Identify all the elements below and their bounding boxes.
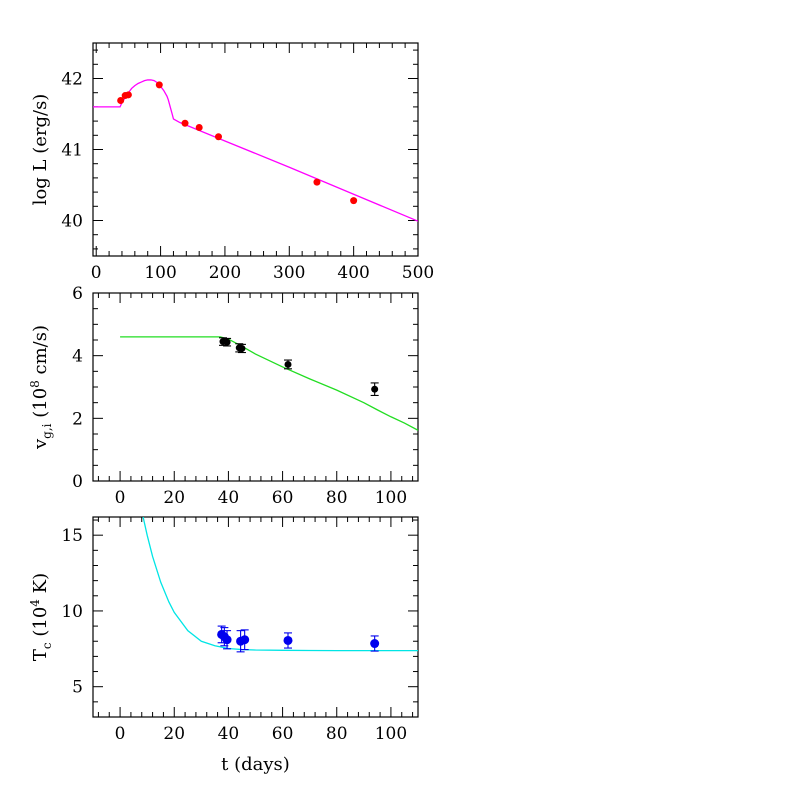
plot-frame [92, 516, 419, 718]
x-tick-label: 40 [218, 488, 240, 508]
y-axis-label-subscript: g,i [40, 423, 54, 438]
x-tick-label: 100 [375, 724, 407, 744]
y-tick-label: 5 [72, 678, 83, 698]
data-point [195, 123, 203, 131]
x-tick-label: 200 [209, 263, 241, 283]
x-tick-label: 100 [144, 263, 176, 283]
y-axis-label-exponent: 4 [28, 599, 42, 607]
x-tick-label: 20 [163, 724, 185, 744]
y-tick-label: 0 [72, 472, 83, 492]
data-point [238, 344, 246, 352]
plot-frame [92, 42, 419, 257]
y-axis-label-unit-end: K) [30, 573, 51, 599]
x-tick-label: 100 [375, 488, 407, 508]
x-tick-label: 0 [115, 724, 126, 744]
y-tick-label: 41 [61, 141, 83, 161]
y-axis-label-exponent: 8 [28, 380, 42, 388]
y-axis-label-main: v [30, 438, 51, 450]
y-axis-label-main: T [30, 649, 51, 661]
data-point [155, 81, 163, 89]
data-point [283, 635, 293, 645]
data-point [371, 385, 379, 393]
model-curve [93, 79, 418, 222]
data-point [370, 639, 380, 649]
x-tick-label: 300 [273, 263, 305, 283]
y-tick-label: 4 [72, 347, 83, 367]
data-point [284, 360, 292, 368]
x-tick-label: 400 [337, 263, 369, 283]
model-curve [120, 336, 418, 431]
y-axis-label: log L (erg/s) [30, 94, 51, 206]
y-axis-label: vg,i (108 cm/s) [28, 325, 54, 450]
y-axis-label-unit: (10 [30, 388, 51, 424]
data-point [350, 197, 358, 205]
x-tick-label: 0 [91, 263, 102, 283]
x-tick-label: 60 [272, 724, 294, 744]
x-tick-label: 60 [272, 488, 294, 508]
temperature-panel: 0 20 40 60 80 100 5 10 15 Tc (104 K) t (days) [28, 516, 419, 775]
y-axis-label-subscript: c [40, 642, 54, 649]
data-point [214, 133, 222, 141]
luminosity-panel: 0 100 200 300 400 500 40 41 42 log L (erg/s) [30, 42, 434, 283]
y-axis-label: Tc (104 K) [28, 573, 54, 661]
y-axis-label-unit: (10 [30, 607, 51, 643]
y-tick-label: 15 [61, 526, 83, 546]
x-tick-label: 20 [163, 488, 185, 508]
data-point [223, 338, 231, 346]
plot-frame [92, 292, 419, 482]
x-tick-label: 0 [115, 488, 126, 508]
y-tick-label: 2 [72, 409, 83, 429]
y-tick-label: 10 [61, 602, 83, 622]
x-tick-label: 40 [218, 724, 240, 744]
data-point [181, 119, 189, 127]
data-point [117, 97, 125, 105]
y-tick-label: 42 [61, 70, 83, 90]
x-tick-label: 500 [402, 263, 434, 283]
data-point [124, 91, 132, 99]
x-tick-label: 80 [326, 488, 348, 508]
x-axis-label: t (days) [221, 754, 290, 775]
y-tick-label: 40 [61, 212, 83, 232]
data-point [222, 635, 232, 645]
velocity-panel: 0 20 40 60 80 100 0 2 4 6 vg,i (108 cm/s) [28, 284, 419, 508]
y-tick-label: 6 [72, 284, 83, 304]
x-tick-label: 80 [326, 724, 348, 744]
data-point [313, 178, 321, 186]
data-point [240, 635, 250, 645]
y-axis-label-unit-end: cm/s) [30, 325, 51, 380]
model-curve [142, 517, 418, 652]
